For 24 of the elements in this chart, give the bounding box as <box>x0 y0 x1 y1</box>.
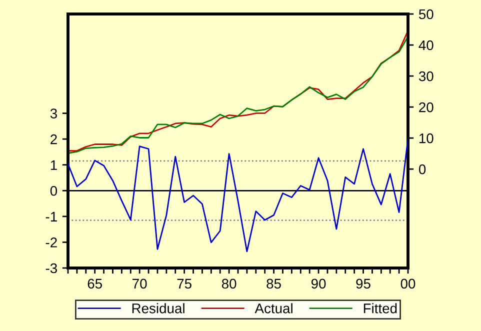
y2-tick-label: 30 <box>418 71 434 82</box>
y-tick-label: -1 <box>46 212 57 222</box>
x-tick-label: 90 <box>311 278 326 289</box>
y2-tick-label: 20 <box>419 102 434 112</box>
x-tick-label: 95 <box>356 278 370 289</box>
x-tick-label: 75 <box>177 278 192 289</box>
y2-tick-label: 40 <box>418 40 434 50</box>
x-tick-label: 65 <box>88 278 102 289</box>
y-tick-label: -3 <box>46 263 57 274</box>
y-tick-label: 0 <box>50 186 58 196</box>
y2-tick-label: 10 <box>419 133 434 144</box>
y-tick-label: 2 <box>50 134 57 144</box>
x-tick-label: 80 <box>222 278 236 289</box>
y-tick-label: -2 <box>46 238 57 248</box>
legend-label: Fitted <box>364 303 397 314</box>
y2-tick-label: 0 <box>418 164 426 174</box>
y-tick-label: 1 <box>50 160 57 170</box>
x-tick-label: 85 <box>266 278 281 289</box>
x-tick-label: 00 <box>400 278 416 289</box>
legend-label: Residual <box>132 303 184 314</box>
y2-tick-label: 50 <box>418 9 434 20</box>
x-tick-label: 70 <box>132 278 147 289</box>
y-tick-label: 3 <box>50 108 57 118</box>
legend-label: Actual <box>254 303 292 314</box>
